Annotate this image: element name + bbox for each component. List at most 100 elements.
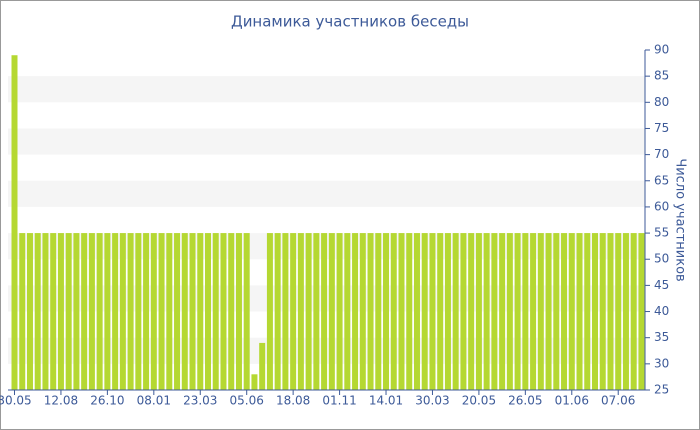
bar (576, 233, 583, 390)
x-tick-label: 05.06 (230, 394, 264, 408)
bar (305, 233, 312, 390)
bar (235, 233, 242, 390)
bar (592, 233, 598, 390)
grid-band (8, 180, 645, 207)
x-tick-label: 01.11 (322, 394, 356, 408)
bar (189, 233, 196, 390)
bar (158, 233, 165, 390)
y-tick-label: 90 (654, 43, 669, 57)
bar (352, 233, 359, 390)
y-tick-label: 55 (654, 226, 669, 240)
y-tick-label: 65 (654, 173, 669, 187)
x-tick-label: 01.06 (555, 394, 589, 408)
x-tick-label: 30.05 (0, 394, 32, 408)
bar (313, 233, 320, 390)
y-tick-label: 45 (654, 278, 669, 292)
y-tick-label: 30 (654, 356, 669, 370)
bar (297, 233, 304, 390)
bar (437, 233, 444, 390)
x-tick-label: 30.03 (415, 394, 449, 408)
bar (584, 233, 591, 390)
bar (290, 233, 297, 390)
x-tick-label: 26.05 (508, 394, 542, 408)
bar (491, 233, 498, 390)
bar (57, 233, 64, 390)
bar (321, 233, 328, 390)
y-tick-label: 25 (654, 383, 669, 397)
bar (444, 233, 451, 390)
bar (50, 233, 57, 390)
bar (398, 233, 405, 390)
y-tick-label: 60 (654, 199, 669, 213)
bar (112, 233, 119, 390)
y-tick-label: 85 (654, 69, 669, 83)
bar (181, 233, 188, 390)
bar (499, 233, 506, 390)
bar (522, 233, 529, 390)
bar (561, 233, 568, 390)
bar (150, 233, 157, 390)
bar (359, 233, 366, 390)
bar (530, 233, 537, 390)
bar (119, 233, 126, 390)
x-tick-label: 26.10 (90, 394, 124, 408)
y-tick-label: 70 (654, 147, 669, 161)
bar (174, 233, 181, 390)
bar (344, 233, 351, 390)
x-tick-label: 08.01 (137, 394, 171, 408)
y-tick-label: 40 (654, 304, 669, 318)
y-tick-label: 35 (654, 330, 669, 344)
bar (375, 233, 382, 390)
bar (143, 233, 150, 390)
bar (336, 233, 343, 390)
bar (65, 233, 72, 390)
bar (599, 233, 606, 390)
bar (259, 342, 266, 390)
bar (266, 233, 273, 390)
bar (460, 233, 467, 390)
bar (630, 233, 637, 390)
bar (607, 233, 614, 390)
bar (104, 233, 111, 390)
bar (42, 233, 49, 390)
bar (383, 233, 390, 390)
bar (390, 233, 397, 390)
bar (514, 233, 521, 390)
bar (96, 233, 103, 390)
bar (73, 233, 80, 390)
bar (468, 233, 475, 390)
bar (483, 233, 490, 390)
y-tick-label: 75 (654, 121, 669, 135)
bar (135, 233, 142, 390)
bar (166, 233, 173, 390)
y-tick-label: 50 (654, 252, 669, 266)
bar (205, 233, 211, 390)
bar (26, 233, 33, 390)
x-tick-label: 14.01 (369, 394, 403, 408)
bar (197, 233, 204, 390)
bar (615, 233, 622, 390)
x-tick-label: 23.03 (183, 394, 217, 408)
grid-band (8, 76, 645, 103)
y-axis-label: Число участников (673, 158, 688, 281)
bar (545, 233, 552, 390)
bar (406, 233, 413, 390)
bar (506, 233, 513, 390)
bar (228, 233, 235, 390)
bar (212, 233, 219, 390)
bar (328, 233, 335, 390)
bar (568, 233, 575, 390)
x-tick-label: 12.08 (44, 394, 78, 408)
bar (274, 233, 281, 390)
bar (88, 233, 95, 390)
bar (19, 233, 26, 390)
bar (11, 55, 18, 390)
bar (421, 233, 428, 390)
bar (81, 233, 88, 390)
bar (367, 233, 374, 390)
bar (282, 233, 289, 390)
bar (34, 233, 41, 390)
x-tick-label: 20.05 (462, 394, 496, 408)
bar (429, 233, 436, 390)
